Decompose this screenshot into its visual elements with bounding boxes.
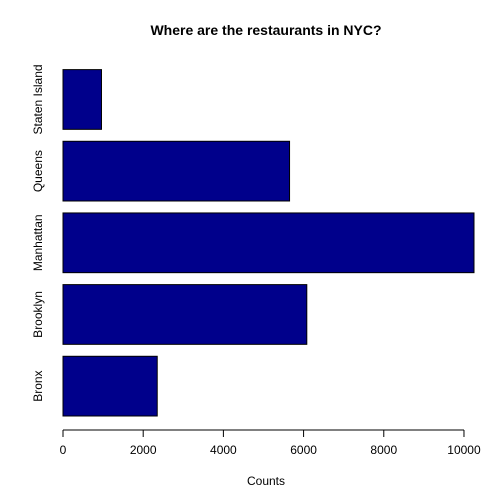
bar-staten-island <box>62 69 102 130</box>
bar-manhattan <box>62 212 475 274</box>
x-tick-label-4000: 4000 <box>210 443 237 457</box>
category-label-manhattan: Manhattan <box>31 214 45 271</box>
x-axis: 0 2000 4000 6000 8000 10000 <box>60 429 481 457</box>
x-tick-label-0: 0 <box>60 443 67 457</box>
bar-brooklyn <box>62 284 308 345</box>
chart-title: Where are the restaurants in NYC? <box>150 22 381 38</box>
bars-group <box>62 69 475 417</box>
category-label-bronx: Bronx <box>31 370 45 401</box>
category-label-staten-island: Staten Island <box>31 64 45 134</box>
x-tick-label-6000: 6000 <box>290 443 317 457</box>
category-label-queens: Queens <box>31 150 45 192</box>
x-tick-label-10000: 10000 <box>447 443 481 457</box>
x-axis-label: Counts <box>247 474 285 488</box>
bar-bronx <box>62 355 158 417</box>
category-labels: Bronx Brooklyn Manhattan Queens Staten Islan… <box>31 64 45 401</box>
x-tick-label-8000: 8000 <box>370 443 397 457</box>
bar-queens <box>62 140 291 202</box>
x-tick-label-2000: 2000 <box>130 443 157 457</box>
category-label-brooklyn: Brooklyn <box>31 291 45 338</box>
